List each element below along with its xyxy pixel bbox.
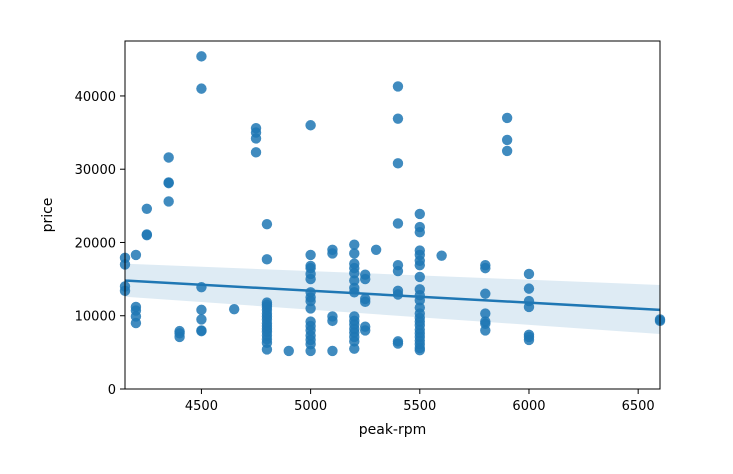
data-point bbox=[414, 208, 425, 220]
data-point bbox=[392, 113, 404, 124]
data-point bbox=[196, 314, 207, 325]
data-point bbox=[392, 265, 404, 277]
x-tick-label: 4500 bbox=[185, 399, 218, 414]
y-tick-label: 30000 bbox=[75, 163, 116, 178]
data-point bbox=[305, 345, 316, 357]
data-point bbox=[480, 325, 491, 336]
data-point bbox=[392, 338, 404, 349]
data-point bbox=[414, 227, 425, 238]
data-point bbox=[196, 325, 207, 337]
data-point bbox=[228, 303, 240, 315]
x-axis-label: peak-rpm bbox=[359, 422, 427, 438]
data-point bbox=[480, 262, 491, 274]
data-point bbox=[349, 268, 360, 279]
data-point bbox=[196, 83, 207, 94]
data-point bbox=[349, 239, 360, 250]
points-layer bbox=[119, 51, 666, 357]
x-tick-label: 6000 bbox=[512, 399, 545, 414]
data-point bbox=[130, 317, 142, 329]
data-point bbox=[250, 147, 262, 158]
y-tick-label: 40000 bbox=[75, 90, 116, 105]
data-point bbox=[523, 268, 535, 280]
data-point bbox=[480, 288, 491, 299]
data-point bbox=[163, 152, 174, 163]
data-point bbox=[141, 203, 153, 214]
regression-line bbox=[124, 279, 661, 312]
y-axis-ticks: 0 10000 20000 30000 40000 bbox=[75, 90, 125, 398]
regression-line-layer bbox=[124, 279, 661, 312]
data-point bbox=[349, 248, 360, 259]
data-point bbox=[392, 81, 404, 92]
data-point bbox=[261, 344, 273, 355]
data-point bbox=[196, 51, 207, 62]
data-point bbox=[349, 336, 360, 347]
y-tick-label: 20000 bbox=[75, 236, 116, 251]
data-point bbox=[305, 295, 316, 307]
data-point bbox=[480, 308, 491, 319]
data-point bbox=[360, 296, 371, 308]
data-point bbox=[501, 145, 513, 157]
data-point bbox=[327, 248, 338, 259]
data-point bbox=[305, 120, 316, 131]
data-point bbox=[305, 249, 316, 261]
data-point bbox=[414, 271, 425, 283]
confidence-band bbox=[125, 263, 660, 335]
data-point bbox=[392, 158, 404, 169]
data-point bbox=[327, 345, 338, 357]
x-axis-ticks: 4500 5000 5500 6000 6500 bbox=[185, 389, 655, 414]
data-point bbox=[501, 134, 513, 146]
data-point bbox=[250, 133, 262, 144]
data-point bbox=[436, 250, 447, 261]
data-point bbox=[349, 343, 360, 354]
data-point bbox=[261, 218, 273, 230]
data-point bbox=[130, 249, 142, 261]
data-point bbox=[360, 325, 371, 336]
data-point bbox=[305, 303, 316, 314]
data-point bbox=[523, 283, 535, 294]
data-point bbox=[163, 177, 174, 189]
data-point bbox=[360, 273, 371, 285]
data-point bbox=[305, 273, 316, 285]
x-tick-label: 6500 bbox=[622, 399, 655, 414]
data-point bbox=[174, 331, 185, 343]
y-axis-label: price bbox=[40, 198, 56, 233]
confidence-band-layer bbox=[125, 263, 660, 335]
data-point bbox=[370, 244, 382, 255]
x-tick-label: 5000 bbox=[294, 399, 327, 414]
data-point bbox=[523, 334, 535, 346]
data-point bbox=[523, 301, 535, 313]
data-point bbox=[163, 196, 174, 207]
data-point bbox=[283, 345, 294, 357]
data-point bbox=[414, 259, 425, 271]
data-point bbox=[196, 304, 207, 316]
data-point bbox=[392, 218, 404, 229]
data-point bbox=[141, 229, 153, 241]
y-tick-label: 0 bbox=[108, 383, 116, 398]
data-point bbox=[261, 254, 273, 265]
data-point bbox=[327, 315, 338, 327]
data-point bbox=[414, 344, 425, 356]
y-tick-label: 10000 bbox=[75, 310, 116, 325]
x-tick-label: 5500 bbox=[403, 399, 436, 414]
data-point bbox=[501, 112, 513, 124]
plot-frame bbox=[124, 40, 661, 390]
data-point bbox=[349, 275, 360, 286]
